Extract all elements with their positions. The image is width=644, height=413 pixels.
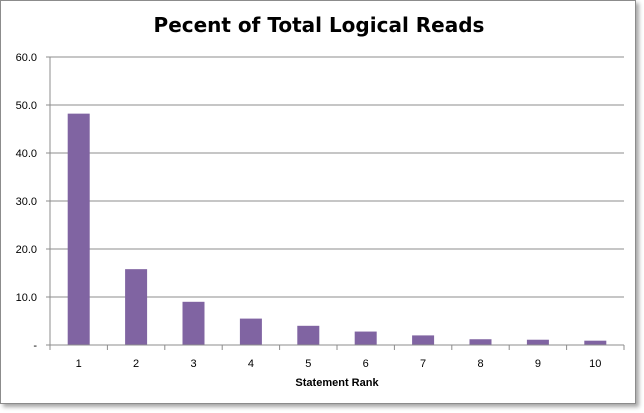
x-axis-tick-labels: 1 2 3 4 5 6 7 8 9 10 (49, 345, 625, 370)
x-tick-label: 4 (248, 358, 254, 370)
gridlines (50, 56, 624, 298)
x-tick-label: 2 (133, 358, 139, 370)
x-tick-label: 10 (589, 358, 601, 370)
x-tick-label: 9 (535, 358, 541, 370)
bar (469, 339, 492, 345)
x-tick-label: 6 (363, 358, 369, 370)
bar (239, 318, 262, 345)
bar (412, 335, 435, 345)
bar (182, 301, 205, 345)
y-tick-label: 30.0 (16, 196, 37, 208)
bar-chart: - 10.0 20.0 30.0 40.0 50.0 60.0 1 2 3 4 5 6 7 8 9 10 St… (16, 52, 625, 389)
y-tick-label: 40.0 (16, 148, 37, 160)
x-tick-label: 1 (76, 358, 82, 370)
bar (354, 331, 377, 345)
bar (67, 113, 90, 345)
bar (297, 325, 320, 345)
y-tick-label: - (33, 340, 37, 352)
y-axis-tick-labels: - 10.0 20.0 30.0 40.0 50.0 60.0 (16, 52, 50, 352)
x-tick-label: 5 (305, 358, 311, 370)
x-tick-label: 3 (190, 358, 196, 370)
y-tick-label: 50.0 (16, 100, 37, 112)
bar (526, 339, 549, 345)
x-axis-title: Statement Rank (295, 377, 379, 389)
bar (584, 340, 607, 345)
y-tick-label: 60.0 (16, 52, 37, 64)
chart-title: Pecent of Total Logical Reads (153, 13, 485, 37)
y-tick-label: 10.0 (16, 292, 37, 304)
x-tick-label: 7 (420, 358, 426, 370)
y-tick-label: 20.0 (16, 244, 37, 256)
x-tick-label: 8 (477, 358, 483, 370)
bars (67, 113, 607, 345)
bar (125, 269, 148, 345)
